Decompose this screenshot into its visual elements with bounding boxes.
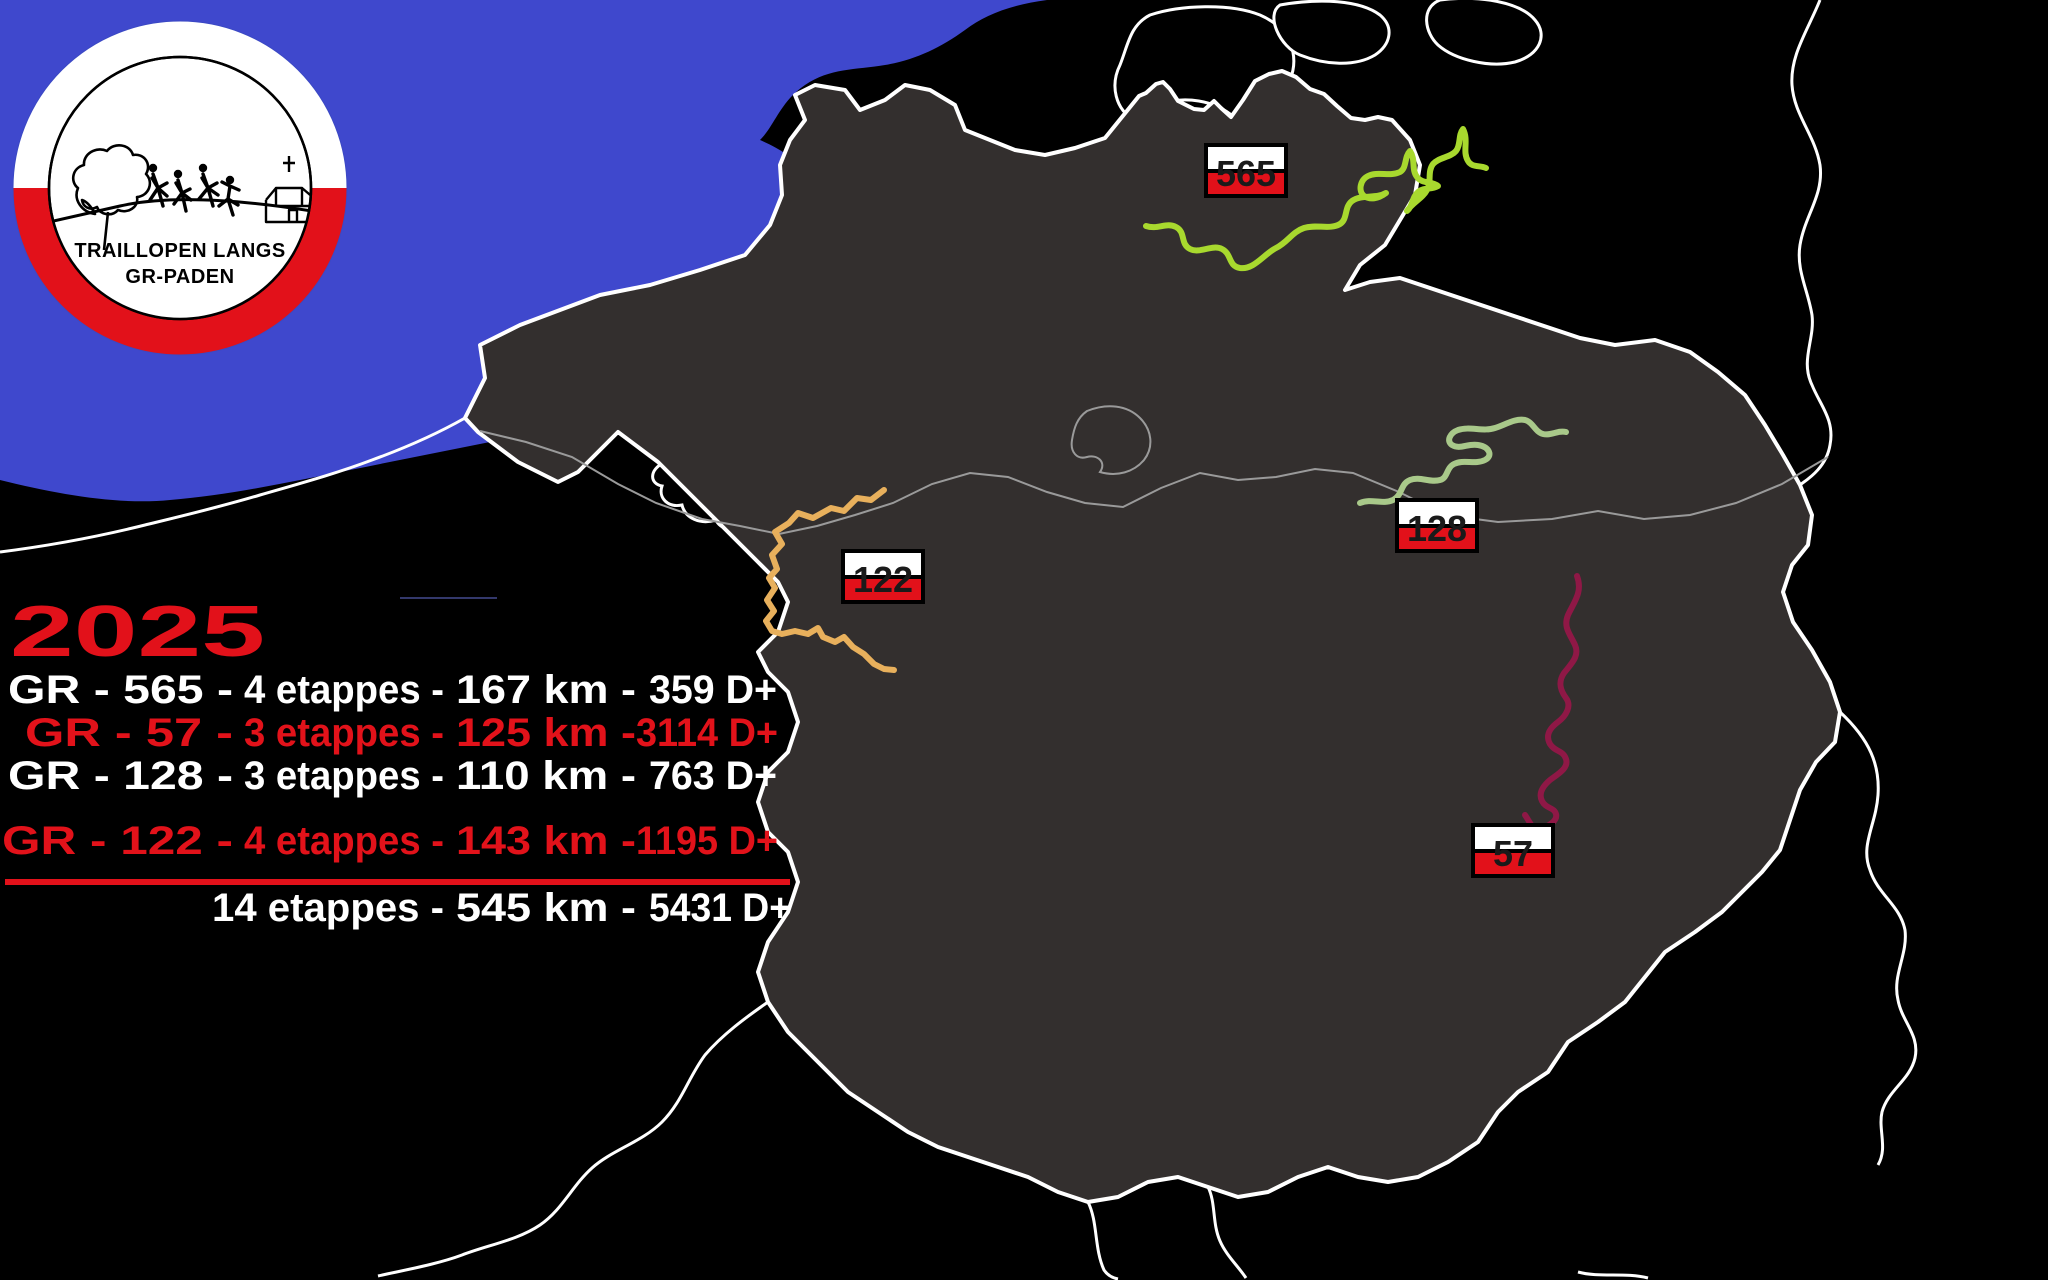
svg-text:3 etappes -: 3 etappes -: [244, 754, 444, 798]
svg-text:GR - 122 -: GR - 122 -: [2, 819, 233, 863]
svg-text:GR-PADEN: GR-PADEN: [125, 266, 234, 288]
svg-text:3114 D+: 3114 D+: [636, 711, 778, 755]
svg-text:2025: 2025: [10, 592, 265, 672]
svg-text:4 etappes -: 4 etappes -: [244, 819, 444, 863]
svg-text:167 km -: 167 km -: [456, 668, 636, 712]
svg-text:GR - 128 -: GR - 128 -: [8, 754, 233, 798]
svg-text:5431 D+: 5431 D+: [649, 886, 791, 930]
svg-text:57: 57: [1493, 833, 1533, 874]
svg-text:4 etappes -: 4 etappes -: [244, 668, 444, 712]
svg-text:565: 565: [1216, 153, 1276, 194]
svg-text:359 D+: 359 D+: [649, 668, 777, 712]
svg-text:125 km -: 125 km -: [456, 711, 636, 755]
svg-text:14 etappes -: 14 etappes -: [212, 886, 444, 930]
svg-text:128: 128: [1407, 508, 1467, 549]
svg-text:122: 122: [853, 559, 913, 600]
svg-text:1195 D+: 1195 D+: [636, 819, 778, 863]
svg-text:545 km -: 545 km -: [456, 886, 636, 930]
svg-text:GR - 565 -: GR - 565 -: [8, 668, 233, 712]
svg-text:TRAILLOPEN LANGS: TRAILLOPEN LANGS: [74, 240, 285, 262]
svg-text:GR - 57 -: GR - 57 -: [25, 711, 233, 755]
svg-text:110 km -: 110 km -: [456, 754, 636, 798]
svg-text:3 etappes -: 3 etappes -: [244, 711, 444, 755]
svg-text:763 D+: 763 D+: [649, 754, 777, 798]
svg-text:143 km -: 143 km -: [456, 819, 636, 863]
